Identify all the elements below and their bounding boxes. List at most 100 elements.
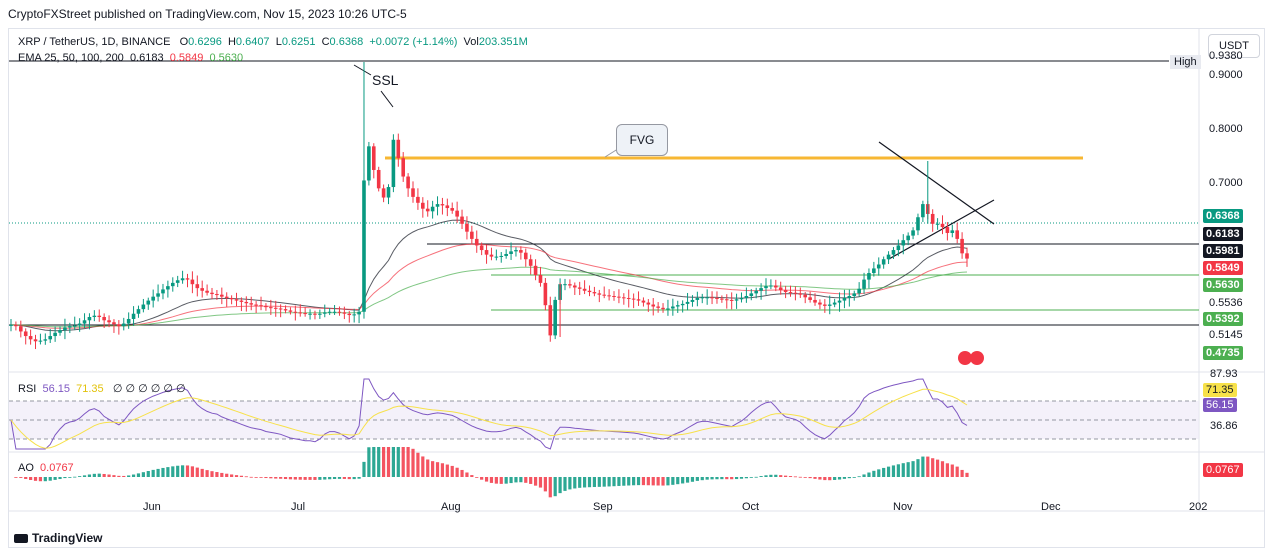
price-tag: 0.5392 — [1203, 312, 1243, 326]
candle-body — [553, 299, 557, 336]
candle-body — [612, 296, 616, 298]
candle-body — [631, 298, 636, 300]
ao-bar — [254, 477, 258, 478]
candle-body — [141, 304, 146, 310]
ao-bar — [597, 477, 601, 487]
candle-body — [121, 323, 126, 327]
ao-bar — [470, 475, 474, 477]
ao-bar — [901, 463, 905, 477]
ao-bar — [685, 477, 690, 483]
candle-body — [401, 158, 406, 177]
candle-body — [166, 286, 170, 290]
ao-bar — [102, 473, 106, 477]
ao-bar — [524, 477, 528, 483]
candle-body — [411, 188, 415, 197]
ao-bar — [24, 477, 28, 479]
tradingview-logo[interactable]: TradingView — [14, 531, 102, 545]
time-tick-label: Jul — [291, 501, 306, 513]
candle-body — [700, 297, 705, 299]
candle-body — [842, 297, 847, 301]
candle-body — [881, 259, 886, 265]
candle-body — [857, 288, 861, 294]
price-tick-label: 0.8000 — [1209, 123, 1243, 135]
rsi-tick-label: 36.86 — [1210, 420, 1238, 432]
ao-bar — [612, 477, 616, 487]
ao-bar — [146, 471, 150, 477]
ao-bar — [283, 477, 288, 480]
candle-body — [474, 238, 479, 246]
ao-bar — [318, 477, 322, 480]
candle-body — [19, 326, 23, 332]
ao-bar — [127, 475, 131, 477]
ao-bar — [872, 470, 876, 477]
candle-body — [617, 296, 621, 298]
candle-body — [484, 250, 489, 255]
candle-body — [592, 292, 597, 294]
candle-body — [602, 294, 607, 296]
ao-bar — [136, 473, 141, 477]
candle-body — [435, 204, 440, 207]
ao-bar — [489, 477, 494, 483]
candle-body — [58, 330, 62, 333]
ao-bar — [921, 456, 925, 477]
ao-bar — [793, 476, 798, 478]
ao-bar — [381, 447, 386, 477]
candle-body — [170, 282, 175, 287]
ao-bar — [426, 459, 430, 477]
ao-bar — [33, 477, 38, 481]
candle-body — [568, 284, 572, 286]
ao-bar — [636, 477, 641, 486]
ema-50-line — [11, 243, 968, 329]
ao-bar — [896, 464, 900, 477]
candle-body — [764, 286, 768, 289]
candle-body — [322, 312, 327, 314]
candle-body — [729, 299, 734, 301]
candle-body — [622, 297, 626, 299]
ao-bar — [450, 465, 454, 477]
candle-body — [220, 294, 224, 297]
candle-body — [597, 293, 602, 295]
candle-body — [278, 308, 283, 310]
high-label: High — [1170, 55, 1201, 69]
candle-body — [960, 238, 964, 254]
ao-bar — [769, 474, 773, 477]
symbol-legend: XRP / TetherUS, 1D, BINANCE O0.6296 H0.6… — [18, 36, 528, 48]
triangle-upper-line — [878, 141, 995, 225]
candle-body — [852, 293, 857, 297]
ao-bar — [818, 477, 822, 480]
ao-bar — [632, 477, 636, 486]
candle-body — [479, 245, 484, 251]
candle-body — [224, 296, 229, 298]
candle-body — [548, 305, 553, 336]
publish-line: CryptoFXStreet published on TradingView.… — [8, 7, 407, 21]
candle-body — [886, 254, 891, 260]
ao-bar — [73, 476, 77, 478]
ao-bar — [151, 469, 155, 477]
candle-body — [14, 324, 18, 327]
ao-bar — [92, 473, 96, 477]
candle-body — [876, 264, 881, 269]
candle-body — [813, 299, 817, 303]
ao-bar — [744, 477, 748, 479]
chart-canvas[interactable] — [9, 29, 1265, 547]
ao-bar — [891, 465, 896, 477]
price-tag: 0.6368 — [1203, 209, 1243, 223]
currency-button[interactable]: USDT — [1208, 34, 1260, 58]
candle-body — [425, 208, 430, 212]
candle-body — [965, 253, 969, 259]
candle-body — [195, 284, 200, 289]
ao-bar — [342, 477, 346, 479]
candle-body — [896, 245, 901, 251]
candle-body — [921, 204, 925, 218]
ao-bar — [641, 477, 646, 486]
candle-body — [489, 254, 494, 257]
candle-body — [151, 296, 155, 301]
ao-bar — [303, 477, 307, 480]
ao-bar — [504, 477, 508, 484]
candle-body — [734, 299, 739, 301]
ao-bar — [607, 477, 611, 487]
ao-bar — [185, 465, 190, 477]
ao-bar — [249, 476, 253, 478]
ao-bar — [965, 472, 969, 477]
ao-bar — [352, 477, 356, 480]
